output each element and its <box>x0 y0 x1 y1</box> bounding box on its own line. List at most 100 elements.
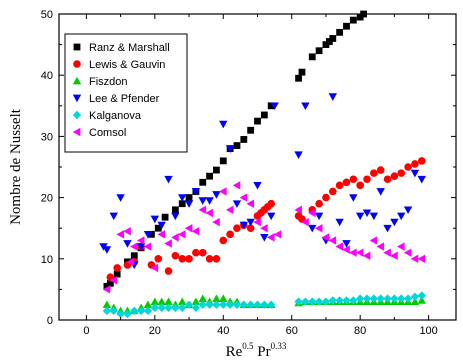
data-point <box>178 200 186 208</box>
data-point <box>171 206 179 214</box>
data-point <box>335 218 344 227</box>
data-point <box>417 296 426 304</box>
legend-label: Ranz & Marshall <box>89 42 170 54</box>
data-point <box>171 303 180 312</box>
data-point <box>397 294 406 303</box>
x-axis-title-pr-exponent: 0.33 <box>271 341 287 351</box>
data-point <box>253 217 261 227</box>
data-point <box>397 212 406 221</box>
data-point <box>116 230 124 239</box>
data-point <box>225 205 234 215</box>
legend-marker <box>72 76 82 85</box>
data-point <box>349 194 358 202</box>
data-point <box>239 221 249 230</box>
data-point <box>370 169 378 177</box>
legend-marker <box>73 43 81 51</box>
data-point <box>335 296 344 305</box>
data-point <box>342 240 351 248</box>
data-point <box>403 294 413 303</box>
data-point <box>253 300 262 309</box>
data-point <box>219 294 228 302</box>
data-point <box>417 175 426 184</box>
legend-label: Comsol <box>89 127 126 139</box>
data-point <box>157 297 166 305</box>
data-point <box>219 120 228 129</box>
data-point <box>308 224 317 233</box>
data-point <box>205 254 214 263</box>
data-point <box>225 300 235 309</box>
data-point <box>328 296 337 305</box>
data-point <box>369 212 379 221</box>
x-axis-title-re-exponent: 0.5 <box>242 341 254 351</box>
data-point <box>219 187 227 196</box>
data-point <box>184 224 193 233</box>
data-point <box>322 193 330 202</box>
data-point <box>260 300 269 309</box>
data-point <box>383 175 392 184</box>
data-point <box>335 242 343 251</box>
data-point <box>233 224 241 232</box>
legend-marker <box>72 127 81 137</box>
data-point <box>403 206 413 215</box>
data-point <box>308 208 316 218</box>
data-point <box>362 294 372 303</box>
data-point <box>342 296 351 305</box>
x-tick-label: 20 <box>149 325 161 337</box>
data-point <box>267 102 275 110</box>
data-point <box>226 230 234 239</box>
data-point <box>342 245 350 254</box>
data-point <box>376 242 385 251</box>
data-point <box>270 102 279 110</box>
data-point <box>171 212 180 221</box>
data-point <box>232 300 242 309</box>
data-point <box>232 200 242 208</box>
data-point <box>390 218 399 227</box>
data-point <box>294 151 303 159</box>
data-point <box>198 197 207 205</box>
data-point <box>143 306 153 316</box>
data-point <box>164 239 172 248</box>
data-point <box>233 142 241 149</box>
data-point <box>136 243 146 251</box>
data-point <box>191 188 201 196</box>
data-point <box>178 303 187 312</box>
legend-label: Lewis & Gauvin <box>89 59 165 71</box>
data-point <box>417 157 426 165</box>
data-point <box>410 254 419 263</box>
data-point <box>136 306 146 316</box>
data-point <box>294 297 303 306</box>
data-point <box>295 74 302 82</box>
data-point <box>161 213 169 221</box>
data-point <box>212 217 220 227</box>
data-point <box>404 163 412 171</box>
data-point <box>363 175 371 184</box>
data-point <box>267 199 275 208</box>
legend-label: Kalganova <box>89 110 142 122</box>
data-point <box>130 242 138 251</box>
data-point <box>349 175 358 184</box>
data-point <box>109 306 118 316</box>
data-point <box>212 191 221 199</box>
data-point <box>246 218 255 227</box>
data-point <box>356 181 364 190</box>
data-point <box>178 194 187 202</box>
data-point <box>301 217 309 227</box>
data-point <box>246 300 255 309</box>
x-tick-label: 80 <box>354 325 366 337</box>
data-point <box>239 300 249 309</box>
data-point <box>260 111 268 119</box>
data-point <box>191 297 201 305</box>
legend-marker <box>72 94 82 103</box>
data-point <box>157 230 166 239</box>
data-point <box>123 240 132 248</box>
data-point <box>383 294 392 303</box>
x-tick-label: 60 <box>286 325 298 337</box>
data-point <box>185 194 193 201</box>
data-point <box>240 136 248 143</box>
data-point <box>355 294 365 303</box>
data-point <box>150 303 160 312</box>
legend-box <box>64 33 188 153</box>
data-point <box>362 251 371 260</box>
data-point <box>410 169 420 178</box>
data-point <box>143 242 152 251</box>
